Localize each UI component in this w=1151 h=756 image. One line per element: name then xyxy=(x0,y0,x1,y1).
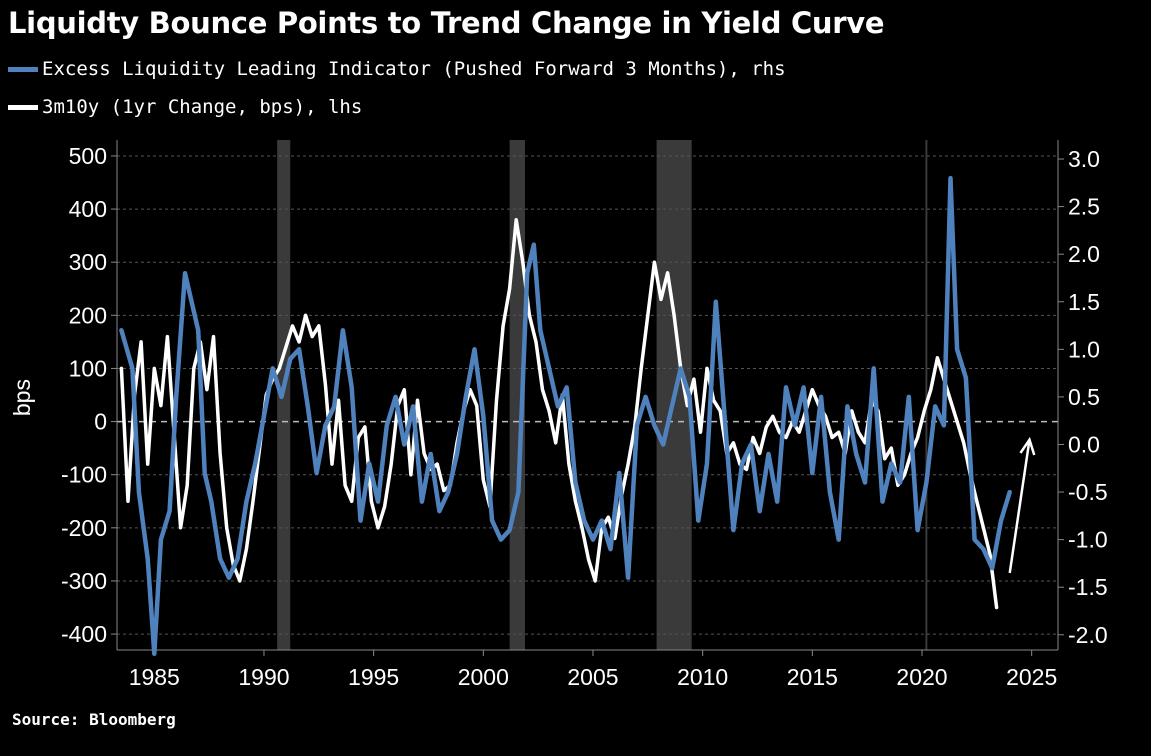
left-tick-label-300: 300 xyxy=(69,249,107,275)
right-tick-label-3.0: 3.0 xyxy=(1068,146,1100,172)
x-tick-label-2025: 2025 xyxy=(1006,664,1057,690)
right-tick-label--1.0: -1.0 xyxy=(1068,527,1108,553)
left-tick-label-500: 500 xyxy=(69,143,107,169)
x-tick-label-2000: 2000 xyxy=(458,664,509,690)
x-tick-label-2005: 2005 xyxy=(567,664,618,690)
gridlines xyxy=(117,155,1058,635)
left-tick-label-0: 0 xyxy=(94,409,107,435)
right-tick-label-0.0: 0.0 xyxy=(1068,431,1100,457)
left-tick-label--300: -300 xyxy=(61,568,107,594)
legend-label-3m10y: 3m10y (1yr Change, bps), lhs xyxy=(42,96,363,118)
axes: 500 400 300 200 100 0 -100 -200 -300 -400 3.0 2.5 2.… xyxy=(61,140,1108,690)
x-tick-label-2015: 2015 xyxy=(787,664,838,690)
left-tick-label--400: -400 xyxy=(61,621,107,647)
x-tick-label-1985: 1985 xyxy=(129,664,180,690)
x-tick-label-1995: 1995 xyxy=(348,664,399,690)
right-tick-label-2.5: 2.5 xyxy=(1068,194,1100,220)
chart-plot: 500 400 300 200 100 0 -100 -200 -300 -400 3.0 2.5 2.… xyxy=(9,140,1108,690)
left-tick-label-200: 200 xyxy=(69,302,107,328)
left-tick-label--200: -200 xyxy=(61,515,107,541)
legend-label-excess-liquidity: Excess Liquidity Leading Indicator (Push… xyxy=(42,58,786,80)
right-tick-label-1.0: 1.0 xyxy=(1068,336,1100,362)
legend-item-excess-liquidity: Excess Liquidity Leading Indicator (Push… xyxy=(8,58,786,80)
right-tick-label-0.5: 0.5 xyxy=(1068,384,1100,410)
legend-swatch-blue xyxy=(8,66,38,72)
chart-title: Liquidty Bounce Points to Trend Change i… xyxy=(8,6,885,40)
x-tick-label-2010: 2010 xyxy=(677,664,728,690)
source-note: Source: Bloomberg xyxy=(12,710,176,729)
left-tick-label--100: -100 xyxy=(61,462,107,488)
recession-shading xyxy=(277,140,928,650)
arrow-head xyxy=(1019,436,1036,456)
right-tick-label--2.0: -2.0 xyxy=(1068,622,1108,648)
right-tick-label-1.5: 1.5 xyxy=(1068,289,1100,315)
y-axis-label: bps xyxy=(9,379,35,416)
series-line-3m10y xyxy=(119,217,999,610)
legend-swatch-white xyxy=(8,104,38,110)
legend-item-3m10y: 3m10y (1yr Change, bps), lhs xyxy=(8,96,362,118)
left-tick-label-400: 400 xyxy=(69,196,107,222)
arrow-shaft xyxy=(1008,439,1031,574)
trend-arrow-annotation xyxy=(1008,436,1036,574)
x-tick-label-2020: 2020 xyxy=(896,664,947,690)
series-lines xyxy=(119,175,1012,657)
left-tick-label-100: 100 xyxy=(69,355,107,381)
right-tick-label--1.5: -1.5 xyxy=(1068,574,1108,600)
right-tick-label-2.0: 2.0 xyxy=(1068,241,1100,267)
x-tick-label-1990: 1990 xyxy=(238,664,289,690)
right-tick-label--0.5: -0.5 xyxy=(1068,479,1108,505)
series-line-excess-liquidity xyxy=(119,175,1012,657)
